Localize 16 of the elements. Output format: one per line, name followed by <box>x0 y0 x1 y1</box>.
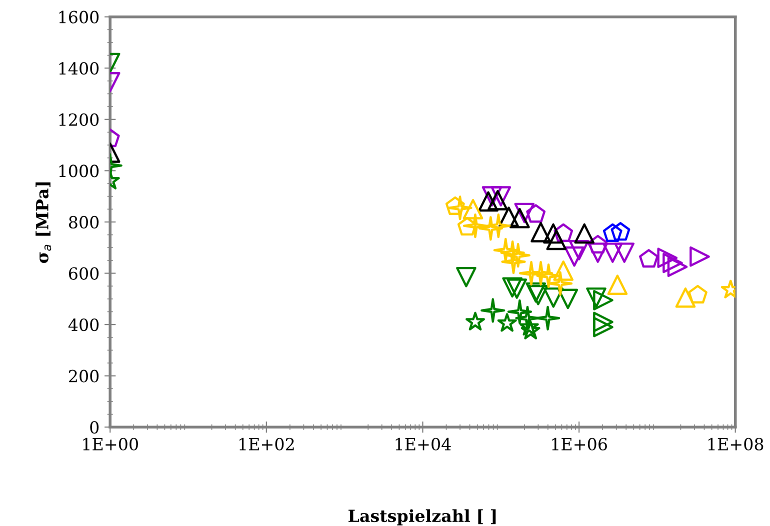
y-tick-label: 200 <box>69 370 99 382</box>
y-axis-title: σ$_{a}$ [MPa] <box>36 182 52 264</box>
x-tick-label: 1E+02 <box>239 438 294 450</box>
x-tick-label: 1E+04 <box>396 438 451 450</box>
x-tick-label: 1E+00 <box>83 438 138 450</box>
y-tick-label: 1200 <box>59 113 99 126</box>
y-tick-label: 400 <box>68 318 99 332</box>
y-tick-label: 0 <box>90 421 99 434</box>
x-tick-label: 1E+06 <box>552 438 607 450</box>
y-tick-label: 800 <box>68 216 99 229</box>
y-tick-label: 1000 <box>59 164 99 178</box>
y-tick-label: 1400 <box>59 62 99 75</box>
y-tick-label: 1600 <box>59 10 99 24</box>
y-tick-label: 600 <box>68 267 99 280</box>
x-tick-label: 1E+08 <box>708 438 764 450</box>
x-axis-title: Lastspielzahl [ ] <box>348 509 496 526</box>
